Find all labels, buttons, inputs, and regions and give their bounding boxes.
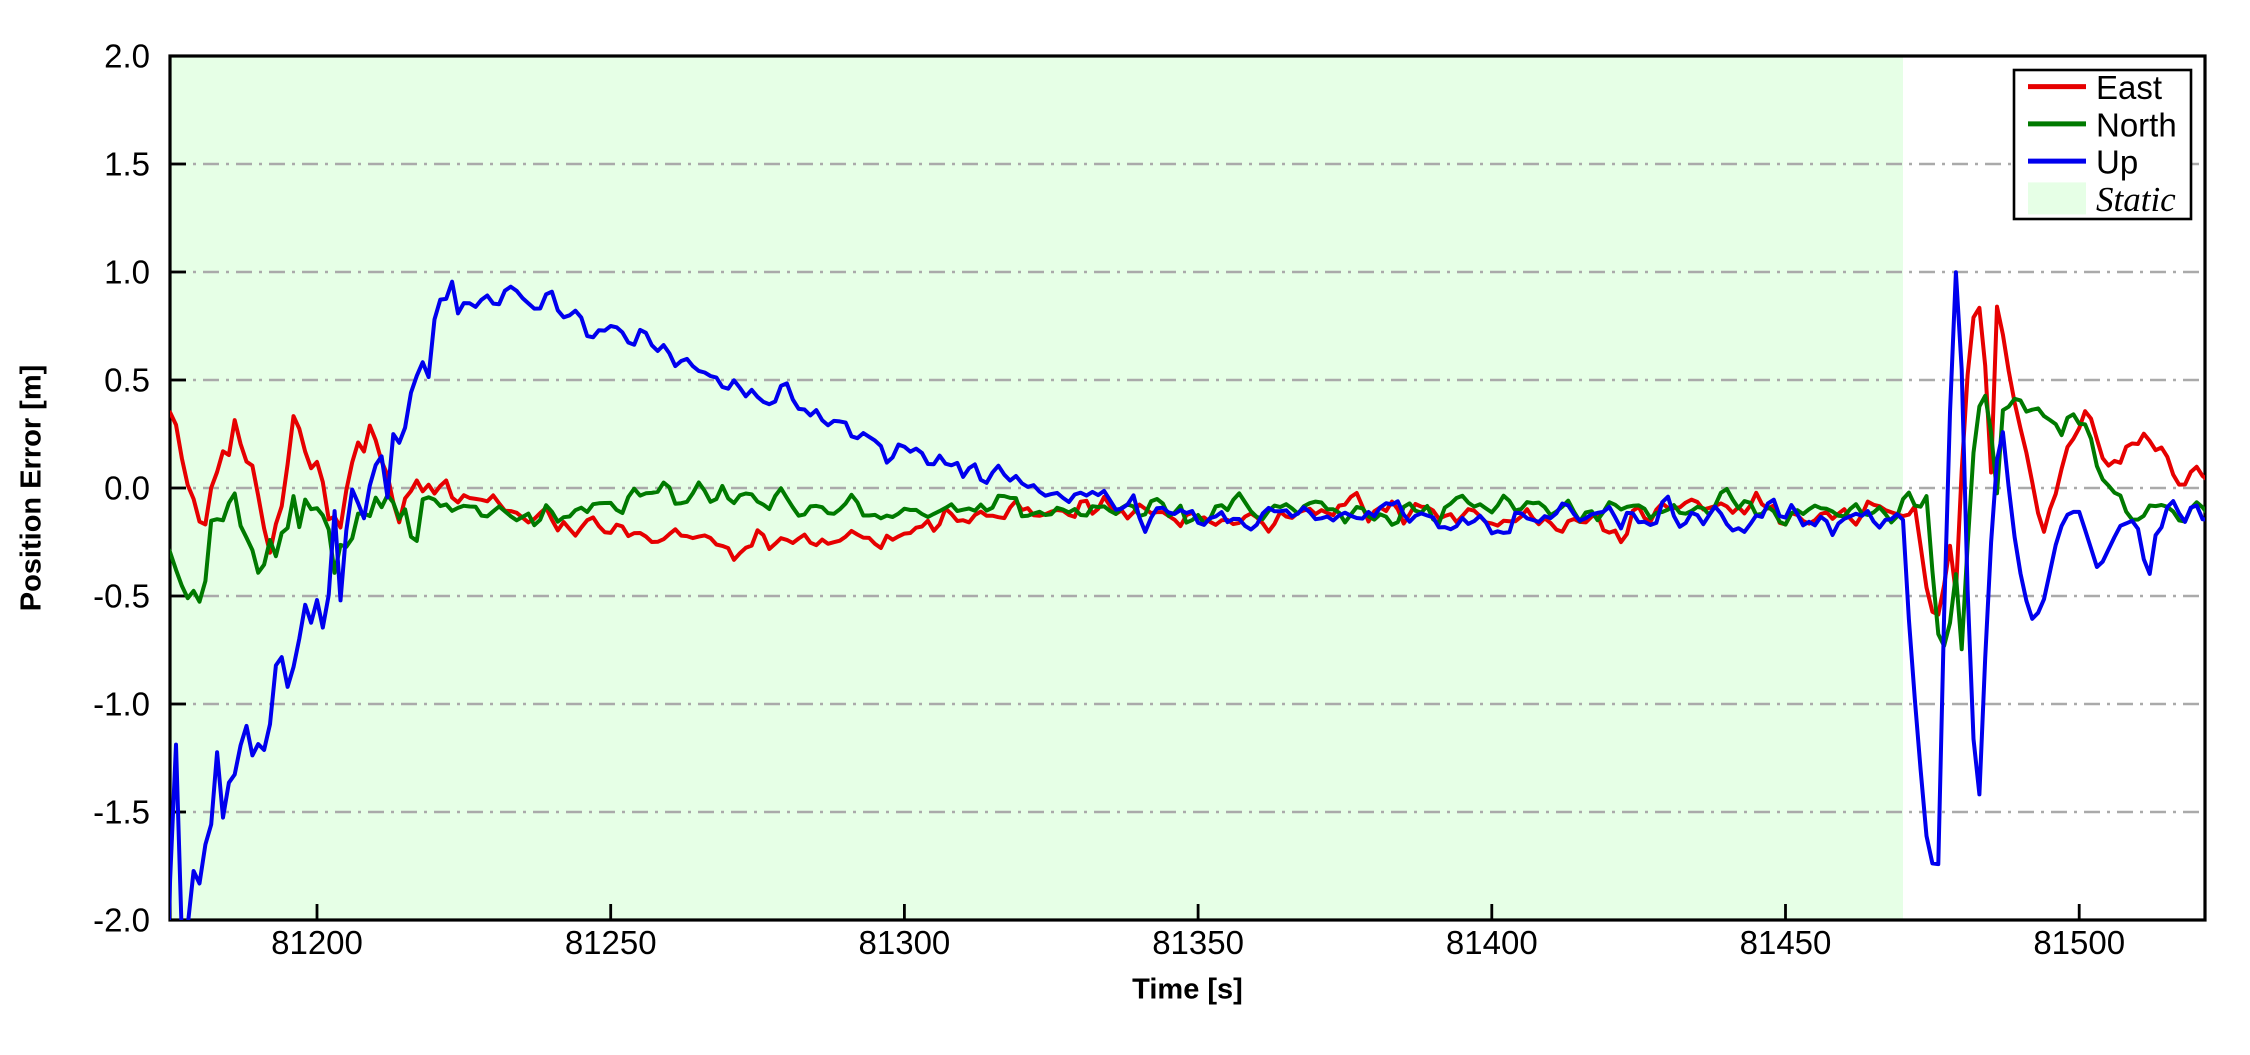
svg-text:North: North [2096, 106, 2177, 143]
svg-text:Up: Up [2096, 144, 2138, 181]
svg-text:-1.0: -1.0 [93, 686, 150, 723]
svg-text:81250: 81250 [565, 924, 657, 961]
svg-text:2.0: 2.0 [104, 38, 150, 75]
svg-text:1.5: 1.5 [104, 146, 150, 183]
svg-text:81500: 81500 [2033, 924, 2125, 961]
svg-text:-1.5: -1.5 [93, 794, 150, 831]
svg-text:1.0: 1.0 [104, 254, 150, 291]
svg-text:-0.5: -0.5 [93, 578, 150, 615]
svg-text:Time [s]: Time [s] [1132, 974, 1243, 1006]
svg-text:Static: Static [2096, 180, 2176, 219]
svg-text:0.5: 0.5 [104, 362, 150, 399]
svg-text:81300: 81300 [859, 924, 951, 961]
svg-text:-2.0: -2.0 [93, 902, 150, 939]
svg-text:81400: 81400 [1446, 924, 1538, 961]
svg-text:East: East [2096, 69, 2162, 106]
svg-text:81350: 81350 [1152, 924, 1244, 961]
svg-text:81450: 81450 [1740, 924, 1832, 961]
svg-text:Position Error [m]: Position Error [m] [16, 365, 48, 612]
svg-text:81200: 81200 [271, 924, 363, 961]
svg-text:0.0: 0.0 [104, 470, 150, 507]
